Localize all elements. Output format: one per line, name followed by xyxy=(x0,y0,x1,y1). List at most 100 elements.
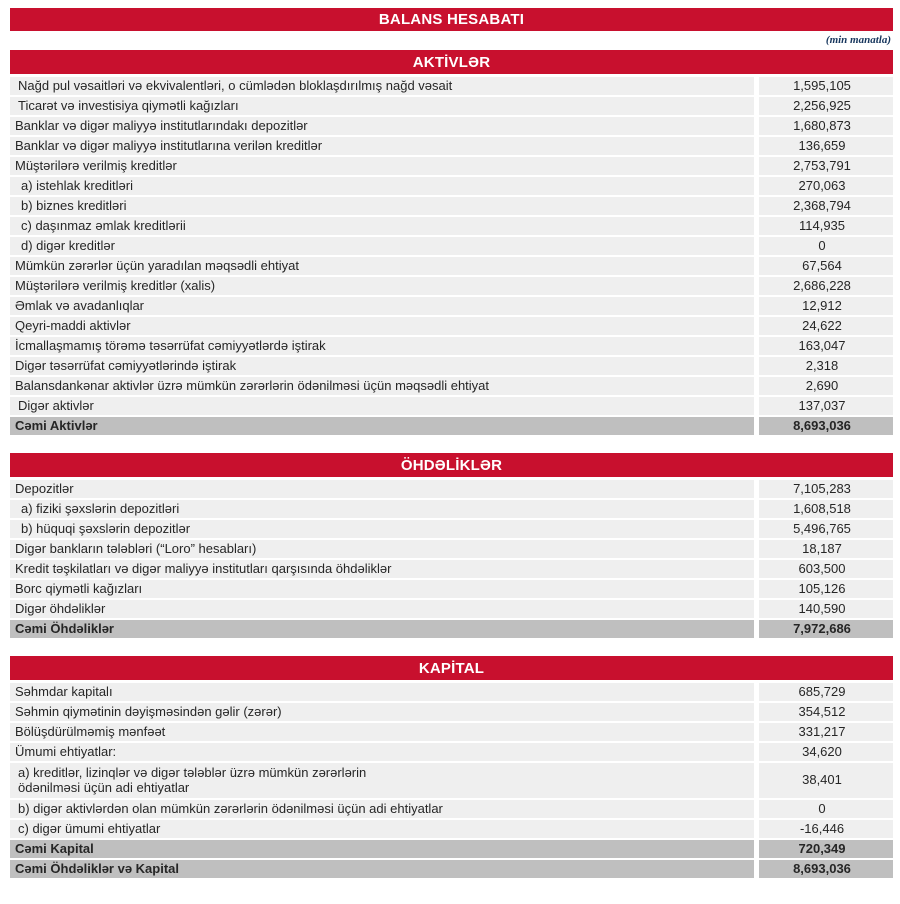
row-value: 163,047 xyxy=(759,337,893,355)
table-row: İcmallaşmamış törəmə təsərrüfat cəmiyyət… xyxy=(10,337,893,355)
section-title: ÖHDƏLİKLƏR xyxy=(10,453,893,477)
row-value: 270,063 xyxy=(759,177,893,195)
table-row: d) digər kreditlər 0 xyxy=(10,237,893,255)
row-value: 1,595,105 xyxy=(759,77,893,95)
row-value: 685,729 xyxy=(759,683,893,701)
row-value: 2,686,228 xyxy=(759,277,893,295)
table-row: a) fiziki şəxslərin depozitləri 1,608,518 xyxy=(10,500,893,518)
table-row: Digər təsərrüfat cəmiyyətlərində iştirak… xyxy=(10,357,893,375)
row-value: 8,693,036 xyxy=(759,417,893,435)
row-value: 2,753,791 xyxy=(759,157,893,175)
table-row: b) digər aktivlərdən olan mümkün zərərlə… xyxy=(10,800,893,818)
row-value: 18,187 xyxy=(759,540,893,558)
section-title: KAPİTAL xyxy=(10,656,893,680)
table-row: c) digər ümumi ehtiyatlar -16,446 xyxy=(10,820,893,838)
row-label: Cəmi Kapital xyxy=(10,840,754,858)
table-row: b) hüquqi şəxslərin depozitlər 5,496,765 xyxy=(10,520,893,538)
table-row: b) biznes kreditləri 2,368,794 xyxy=(10,197,893,215)
total-row: Cəmi Öhdəliklər və Kapital 8,693,036 xyxy=(10,860,893,878)
row-label: Banklar və digər maliyyə institutlarına … xyxy=(10,137,754,155)
row-value: 140,590 xyxy=(759,600,893,618)
table-row: Depozitlər 7,105,283 xyxy=(10,480,893,498)
row-label: b) biznes kreditləri xyxy=(10,197,754,215)
row-label: Qeyri-maddi aktivlər xyxy=(10,317,754,335)
row-label: Ümumi ehtiyatlar: xyxy=(10,743,754,761)
row-label: Əmlak və avadanlıqlar xyxy=(10,297,754,315)
row-label: Depozitlər xyxy=(10,480,754,498)
row-value: 354,512 xyxy=(759,703,893,721)
row-label: Nağd pul vəsaitləri və ekvivalentləri, o… xyxy=(10,77,754,95)
page-title: BALANS HESABATI xyxy=(10,8,893,31)
row-value: 2,368,794 xyxy=(759,197,893,215)
row-label: Digər öhdəliklər xyxy=(10,600,754,618)
row-label: Banklar və digər maliyyə institutlarında… xyxy=(10,117,754,135)
row-label: Ticarət və investisiya qiymətli kağızlar… xyxy=(10,97,754,115)
row-value: -16,446 xyxy=(759,820,893,838)
row-label: Digər aktivlər xyxy=(10,397,754,415)
row-label: Səhmdar kapitalı xyxy=(10,683,754,701)
row-value: 2,256,925 xyxy=(759,97,893,115)
table-row: Balansdankənar aktivlər üzrə mümkün zərə… xyxy=(10,377,893,395)
row-label: Səhmin qiymətinin dəyişməsindən gəlir (z… xyxy=(10,703,754,721)
row-label: Müştərilərə verilmiş kreditlər xyxy=(10,157,754,175)
row-value: 0 xyxy=(759,800,893,818)
table-row: Borc qiymətli kağızları 105,126 xyxy=(10,580,893,598)
row-label: Borc qiymətli kağızları xyxy=(10,580,754,598)
table-row: Digər bankların tələbləri (“Loro” hesabl… xyxy=(10,540,893,558)
table-row: Ümumi ehtiyatlar: 34,620 xyxy=(10,743,893,761)
unit-note: (min manatla) xyxy=(825,34,891,46)
table-row: Müştərilərə verilmiş kreditlər 2,753,791 xyxy=(10,157,893,175)
table-row: Ticarət və investisiya qiymətli kağızlar… xyxy=(10,97,893,115)
table-row: Səhmin qiymətinin dəyişməsindən gəlir (z… xyxy=(10,703,893,721)
row-value: 1,608,518 xyxy=(759,500,893,518)
table-row: a) istehlak kreditləri 270,063 xyxy=(10,177,893,195)
row-label: c) digər ümumi ehtiyatlar xyxy=(10,820,754,838)
table-row: Digər öhdəliklər 140,590 xyxy=(10,600,893,618)
row-value: 34,620 xyxy=(759,743,893,761)
row-label: Cəmi Öhdəliklər xyxy=(10,620,754,638)
table-row: Qeyri-maddi aktivlər 24,622 xyxy=(10,317,893,335)
row-label: b) digər aktivlərdən olan mümkün zərərlə… xyxy=(10,800,754,818)
balance-sheet-page: BALANS HESABATI (min manatla) AKTİVLƏR Na… xyxy=(10,8,893,878)
row-value: 7,972,686 xyxy=(759,620,893,638)
row-value: 0 xyxy=(759,237,893,255)
row-value: 105,126 xyxy=(759,580,893,598)
section-rows: Depozitlər 7,105,283 a) fiziki şəxslərin d… xyxy=(10,480,893,638)
total-row: Cəmi Kapital 720,349 xyxy=(10,840,893,858)
total-row: Cəmi Aktivlər 8,693,036 xyxy=(10,417,893,435)
row-label: a) fiziki şəxslərin depozitləri xyxy=(10,500,754,518)
table-row: Digər aktivlər 137,037 xyxy=(10,397,893,415)
row-label: c) daşınmaz əmlak kreditlərii xyxy=(10,217,754,235)
section-aktivler: AKTİVLƏR Nağd pul vəsaitləri və ekvivalen… xyxy=(10,50,893,435)
section-kapital: KAPİTAL Səhmdar kapitalı 685,729 Səhmin qiy… xyxy=(10,656,893,878)
section-ohdelikler: ÖHDƏLİKLƏR Depozitlər 7,105,283 a) fiziki ş… xyxy=(10,453,893,638)
row-value: 1,680,873 xyxy=(759,117,893,135)
row-value: 38,401 xyxy=(759,763,893,798)
row-value: 5,496,765 xyxy=(759,520,893,538)
table-row: Əmlak və avadanlıqlar 12,912 xyxy=(10,297,893,315)
page-title-text: BALANS HESABATI xyxy=(378,11,525,28)
row-label: Balansdankənar aktivlər üzrə mümkün zərə… xyxy=(10,377,754,395)
row-label: d) digər kreditlər xyxy=(10,237,754,255)
row-value: 8,693,036 xyxy=(759,860,893,878)
row-label: a) kreditlər, lizinqlər və digər tələblə… xyxy=(10,763,754,798)
row-label: Cəmi Öhdəliklər və Kapital xyxy=(10,860,754,878)
row-label: a) istehlak kreditləri xyxy=(10,177,754,195)
row-label: Müştərilərə verilmiş kreditlər (xalis) xyxy=(10,277,754,295)
row-value: 331,217 xyxy=(759,723,893,741)
row-label: Digər təsərrüfat cəmiyyətlərində iştirak xyxy=(10,357,754,375)
section-rows: Nağd pul vəsaitləri və ekvivalentləri, o… xyxy=(10,77,893,435)
sections: AKTİVLƏR Nağd pul vəsaitləri və ekvivalen… xyxy=(10,50,893,878)
table-row: Nağd pul vəsaitləri və ekvivalentləri, o… xyxy=(10,77,893,95)
row-label: Bölüşdürülməmiş mənfəət xyxy=(10,723,754,741)
row-label: b) hüquqi şəxslərin depozitlər xyxy=(10,520,754,538)
row-label: İcmallaşmamış törəmə təsərrüfat cəmiyyət… xyxy=(10,337,754,355)
row-label: Kredit təşkilatları və digər maliyyə ins… xyxy=(10,560,754,578)
table-row: Mümkün zərərlər üçün yaradılan məqsədli … xyxy=(10,257,893,275)
row-value: 2,690 xyxy=(759,377,893,395)
row-value: 2,318 xyxy=(759,357,893,375)
table-row: Müştərilərə verilmiş kreditlər (xalis) 2,… xyxy=(10,277,893,295)
row-value: 67,564 xyxy=(759,257,893,275)
row-label: Mümkün zərərlər üçün yaradılan məqsədli … xyxy=(10,257,754,275)
row-value: 136,659 xyxy=(759,137,893,155)
